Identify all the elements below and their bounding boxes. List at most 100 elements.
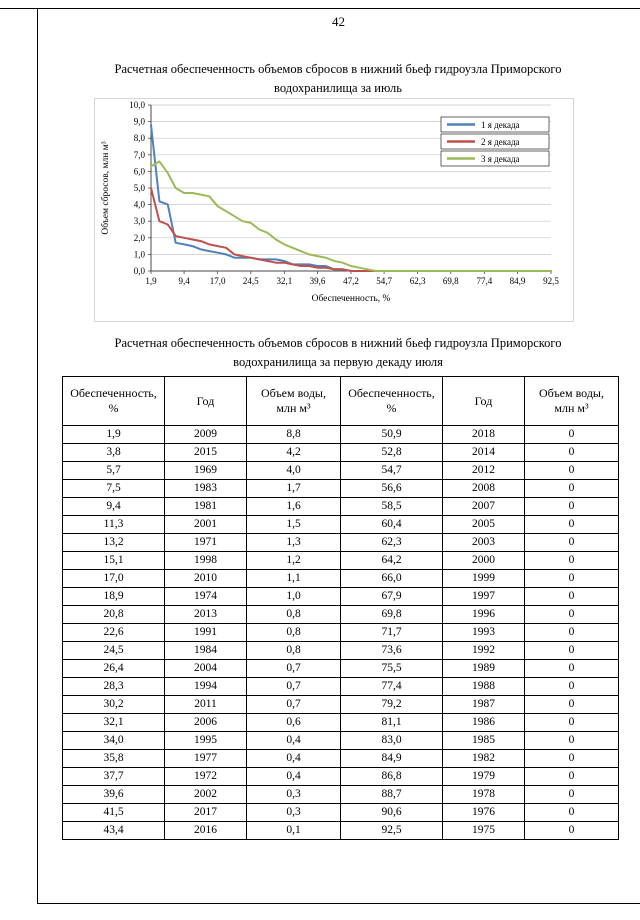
x-tick-label: 54,7 xyxy=(376,276,392,286)
series-line-2 xyxy=(150,187,552,272)
column-header: Обеспеченность, % xyxy=(62,376,165,426)
table-cell: 1975 xyxy=(442,821,525,840)
table-cell: 0 xyxy=(524,695,619,714)
table-row: 37,7 1972 0,4 86,8 1979 0 xyxy=(62,767,619,786)
table-cell: 15,1 xyxy=(62,551,165,570)
x-tick-label: 17,0 xyxy=(210,276,226,286)
table-cell: 0 xyxy=(524,533,619,552)
table-row: 43,4 2016 0,1 92,5 1975 0 xyxy=(62,821,619,840)
legend-label: 1 я декада xyxy=(481,120,520,130)
table-cell: 0,3 xyxy=(246,803,341,822)
table-cell: 1978 xyxy=(442,785,525,804)
table-cell: 5,7 xyxy=(62,461,165,480)
table-row: 11,3 2001 1,5 60,4 2005 0 xyxy=(62,515,619,534)
table-cell: 1,9 xyxy=(62,425,165,444)
table-cell: 1969 xyxy=(164,461,247,480)
table-cell: 1987 xyxy=(442,695,525,714)
y-tick-label: 8,0 xyxy=(134,133,146,143)
table-cell: 2017 xyxy=(164,803,247,822)
y-tick-label: 7,0 xyxy=(134,150,146,160)
table-cell: 0 xyxy=(524,443,619,462)
table-cell: 0 xyxy=(524,713,619,732)
table-row: 5,7 1969 4,0 54,7 2012 0 xyxy=(62,461,619,480)
table-cell: 0,8 xyxy=(246,623,341,642)
table-cell: 0 xyxy=(524,497,619,516)
y-axis-title: Объем сбросов, млн м³ xyxy=(100,141,111,234)
y-tick-label: 1,0 xyxy=(134,249,146,259)
table-row: 32,1 2006 0,6 81,1 1986 0 xyxy=(62,713,619,732)
table-cell: 18,9 xyxy=(62,587,165,606)
table-cell: 0 xyxy=(524,479,619,498)
table-cell: 2013 xyxy=(164,605,247,624)
table-cell: 60,4 xyxy=(340,515,443,534)
table-cell: 0 xyxy=(524,785,619,804)
table-cell: 26,4 xyxy=(62,659,165,678)
table-cell: 1979 xyxy=(442,767,525,786)
table-cell: 2010 xyxy=(164,569,247,588)
table-cell: 8,8 xyxy=(246,425,341,444)
legend-label: 2 я декада xyxy=(481,137,520,147)
table-row: 41,5 2017 0,3 90,6 1976 0 xyxy=(62,803,619,822)
column-header: Год xyxy=(442,376,525,426)
table-cell: 1997 xyxy=(442,587,525,606)
x-tick-label: 39,6 xyxy=(310,276,326,286)
table-cell: 2004 xyxy=(164,659,247,678)
table-cell: 0 xyxy=(524,767,619,786)
table-cell: 1991 xyxy=(164,623,247,642)
table-cell: 2012 xyxy=(442,461,525,480)
table-cell: 0 xyxy=(524,677,619,696)
table-cell: 0 xyxy=(524,659,619,678)
table-row: 20,8 2013 0,8 69,8 1996 0 xyxy=(62,605,619,624)
table-cell: 13,2 xyxy=(62,533,165,552)
x-axis-title: Обеспеченность, % xyxy=(312,293,391,304)
table-row: 39,6 2002 0,3 88,7 1978 0 xyxy=(62,785,619,804)
y-tick-label: 9,0 xyxy=(134,117,146,127)
table-cell: 0,4 xyxy=(246,731,341,750)
x-tick-label: 24,5 xyxy=(243,276,259,286)
table-cell: 54,7 xyxy=(340,461,443,480)
table-cell: 1995 xyxy=(164,731,247,750)
table-cell: 0 xyxy=(524,623,619,642)
table-row: 35,8 1977 0,4 84,9 1982 0 xyxy=(62,749,619,768)
table-cell: 1984 xyxy=(164,641,247,660)
table-cell: 1999 xyxy=(442,569,525,588)
table-cell: 1994 xyxy=(164,677,247,696)
table-cell: 34,0 xyxy=(62,731,165,750)
table-cell: 32,1 xyxy=(62,713,165,732)
x-tick-label: 1,9 xyxy=(145,276,157,286)
table-cell: 1,3 xyxy=(246,533,341,552)
table-cell: 62,3 xyxy=(340,533,443,552)
table-cell: 1983 xyxy=(164,479,247,498)
column-header: Год xyxy=(164,376,247,426)
table-row: 34,0 1995 0,4 83,0 1985 0 xyxy=(62,731,619,750)
table-cell: 0 xyxy=(524,569,619,588)
table-cell: 17,0 xyxy=(62,569,165,588)
table-cell: 0,6 xyxy=(246,713,341,732)
table-cell: 28,3 xyxy=(62,677,165,696)
table-cell: 1977 xyxy=(164,749,247,768)
table-cell: 92,5 xyxy=(340,821,443,840)
chart-title: Расчетная обеспеченность объемов сбросов… xyxy=(60,60,616,98)
table-title: Расчетная обеспеченность объемов сбросов… xyxy=(60,334,616,372)
table-cell: 67,9 xyxy=(340,587,443,606)
table-cell: 50,9 xyxy=(340,425,443,444)
x-tick-label: 47,2 xyxy=(343,276,359,286)
legend-box xyxy=(440,116,550,133)
table-cell: 1,1 xyxy=(246,569,341,588)
column-header: Объем воды, млн м³ xyxy=(246,376,341,426)
column-header: Обеспеченность, % xyxy=(340,376,443,426)
table-cell: 86,8 xyxy=(340,767,443,786)
table-cell: 2009 xyxy=(164,425,247,444)
probability-table: Обеспеченность, % Год Объем воды, млн м³ Об… xyxy=(62,376,619,840)
table-row: 28,3 1994 0,7 77,4 1988 0 xyxy=(62,677,619,696)
y-tick-label: 2,0 xyxy=(134,233,146,243)
table-cell: 1974 xyxy=(164,587,247,606)
table-cell: 4,0 xyxy=(246,461,341,480)
table-row: 22,6 1991 0,8 71,7 1993 0 xyxy=(62,623,619,642)
table-cell: 2007 xyxy=(442,497,525,516)
page-border-left-line xyxy=(37,8,38,904)
table-cell: 58,5 xyxy=(340,497,443,516)
table-cell: 9,4 xyxy=(62,497,165,516)
table-cell: 0,7 xyxy=(246,695,341,714)
